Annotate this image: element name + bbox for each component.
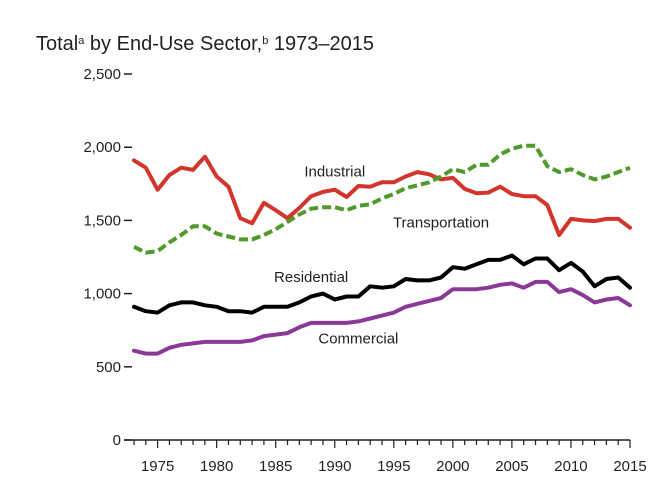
x-tick-label: 1975 xyxy=(141,458,174,475)
y-tick-label: 0 xyxy=(113,432,121,449)
title-main: Total xyxy=(36,33,78,55)
y-tick-label: 1,500 xyxy=(83,212,121,229)
series-layer xyxy=(132,143,632,356)
x-tick-label: 2010 xyxy=(554,458,587,475)
y-tick-label: 2,500 xyxy=(83,66,121,83)
x-tick-label: 2005 xyxy=(495,458,528,475)
series-line-transportation xyxy=(133,143,631,255)
title-footnote-b: b xyxy=(262,35,268,47)
y-tick-label: 500 xyxy=(96,359,121,376)
title-end: 1973–2015 xyxy=(268,33,374,55)
series-label-industrial: Industrial xyxy=(304,163,365,180)
series-line-commercial xyxy=(132,279,632,356)
y-tick-label: 1,000 xyxy=(83,286,121,303)
series-line-industrial xyxy=(132,154,632,237)
series-label-residential: Residential xyxy=(274,269,348,286)
y-axis: 0 500 1,000 1,500 2,000 2,500 xyxy=(83,66,132,449)
x-tick-label: 1980 xyxy=(200,458,233,475)
series-label-transportation: Transportation xyxy=(393,215,489,232)
series-labels: Industrial Transportation Residential Comme… xyxy=(274,163,489,347)
x-tick-label: 1985 xyxy=(259,458,292,475)
series-label-commercial: Commercial xyxy=(318,330,398,347)
x-axis: 1975 1980 1985 1990 1995 2000 2005 2010 2015 xyxy=(124,439,647,475)
y-tick-label: 2,000 xyxy=(83,139,121,156)
title-footnote-a: a xyxy=(78,35,85,47)
x-tick-label: 2015 xyxy=(613,458,646,475)
series-line-residential xyxy=(132,253,632,315)
x-tick-label: 2000 xyxy=(436,458,469,475)
chart-title: Totala by End-Use Sector,b 1973–2015 xyxy=(36,33,374,55)
title-middle: by End-Use Sector, xyxy=(84,33,262,55)
x-tick-label: 1990 xyxy=(318,458,351,475)
x-tick-label: 1995 xyxy=(377,458,410,475)
